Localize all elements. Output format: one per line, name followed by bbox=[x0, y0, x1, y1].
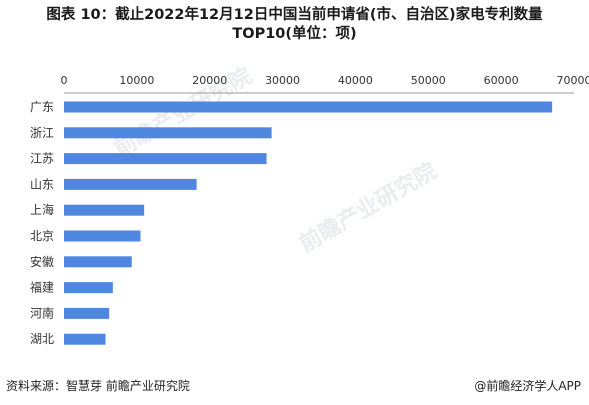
bar bbox=[64, 256, 132, 268]
chart-title: 图表 10：截止2022年12月12日中国当前申请省(市、自治区)家电专利数量 … bbox=[0, 6, 589, 44]
credit-note: @前瞻经济学人APP bbox=[474, 379, 581, 393]
bar bbox=[64, 333, 106, 345]
chart-title-line-1: 图表 10：截止2022年12月12日中国当前申请省(市、自治区)家电专利数量 bbox=[46, 7, 543, 23]
x-tick-label: 60000 bbox=[484, 74, 519, 87]
x-tick-label: 0 bbox=[61, 74, 68, 87]
category-label: 河南 bbox=[30, 305, 54, 320]
chart-title-line-2: TOP10(单位：项) bbox=[232, 26, 357, 42]
category-label: 上海 bbox=[30, 202, 54, 217]
x-tick-label: 40000 bbox=[338, 74, 373, 87]
category-label: 广东 bbox=[30, 100, 54, 114]
x-tick-label: 30000 bbox=[265, 74, 300, 87]
bar bbox=[64, 282, 113, 294]
bar bbox=[64, 101, 553, 113]
category-label: 江苏 bbox=[30, 152, 54, 166]
bar bbox=[64, 178, 197, 190]
x-tick-label: 50000 bbox=[411, 74, 446, 87]
category-label: 浙江 bbox=[30, 126, 54, 140]
bar bbox=[64, 153, 267, 165]
bar bbox=[64, 127, 272, 139]
source-note: 资料来源：智慧芽 前瞻产业研究院 bbox=[6, 379, 190, 393]
x-tick-label: 70000 bbox=[557, 74, 589, 87]
x-tick-label: 20000 bbox=[192, 74, 227, 87]
bar bbox=[64, 307, 110, 319]
category-label: 山东 bbox=[30, 177, 54, 191]
x-tick-label: 10000 bbox=[119, 74, 154, 87]
category-label: 安徽 bbox=[30, 254, 54, 269]
bar bbox=[64, 204, 145, 216]
bar bbox=[64, 230, 141, 242]
category-label: 福建 bbox=[30, 280, 54, 295]
category-label: 北京 bbox=[30, 229, 54, 243]
category-label: 湖北 bbox=[30, 331, 54, 346]
